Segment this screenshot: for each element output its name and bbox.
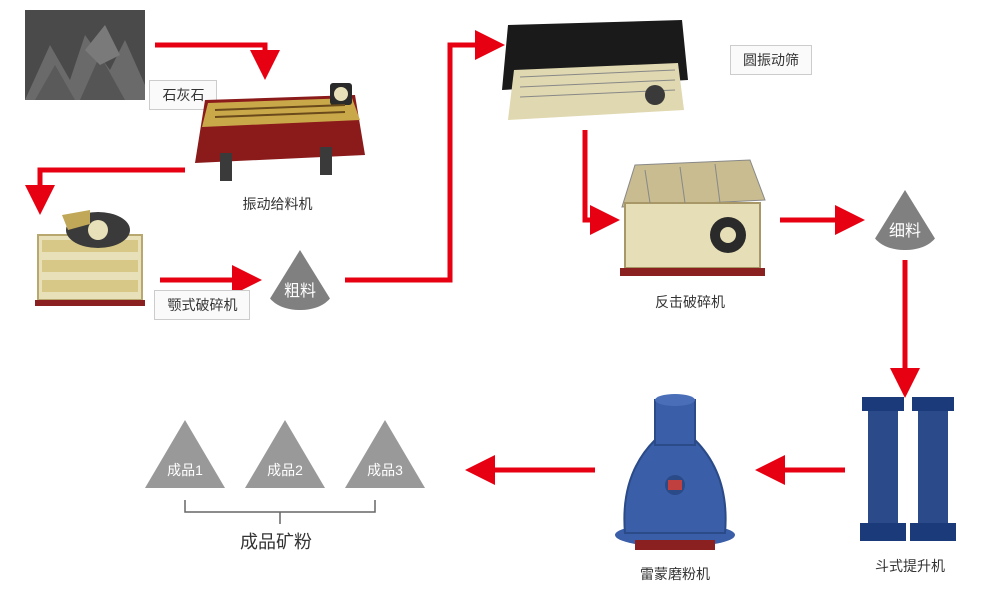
screen-icon	[500, 15, 690, 125]
elevator-label: 斗式提升机	[850, 556, 970, 576]
elevator-icon	[850, 395, 970, 545]
node-feeder: 振动给料机	[190, 75, 365, 214]
mill-label: 雷蒙磨粉机	[600, 564, 750, 584]
products-group-label: 成品矿粉	[240, 528, 312, 554]
node-jaw-crusher: 颚式破碎机	[30, 210, 250, 320]
node-screen	[500, 15, 690, 130]
products-label-text: 成品矿粉	[240, 528, 312, 554]
impact-crusher-label: 反击破碎机	[610, 292, 770, 312]
product3-label: 成品3	[345, 460, 425, 480]
node-mill: 雷蒙磨粉机	[600, 385, 750, 584]
coarse-label: 粗料	[284, 277, 316, 301]
node-product3: 成品3	[345, 420, 425, 488]
node-impact-crusher: 反击破碎机	[610, 155, 770, 312]
node-limestone: 石灰石	[25, 10, 217, 110]
fine-cone-icon: 细料	[870, 190, 940, 250]
jaw-crusher-label: 颚式破碎机	[154, 290, 250, 320]
product1-label: 成品1	[145, 460, 225, 480]
impact-crusher-icon	[610, 155, 770, 285]
coarse-cone-icon: 粗料	[265, 250, 335, 310]
node-product2: 成品2	[245, 420, 325, 488]
screen-label: 圆振动筛	[730, 45, 812, 75]
fine-label: 细料	[889, 217, 921, 241]
mill-icon	[600, 385, 750, 555]
node-product1: 成品1	[145, 420, 225, 488]
node-elevator: 斗式提升机	[850, 395, 970, 576]
jaw-crusher-icon	[30, 210, 150, 310]
feeder-icon	[190, 75, 365, 185]
product2-label: 成品2	[245, 460, 325, 480]
screen-label-wrap: 圆振动筛	[730, 45, 812, 75]
limestone-icon	[25, 10, 145, 100]
